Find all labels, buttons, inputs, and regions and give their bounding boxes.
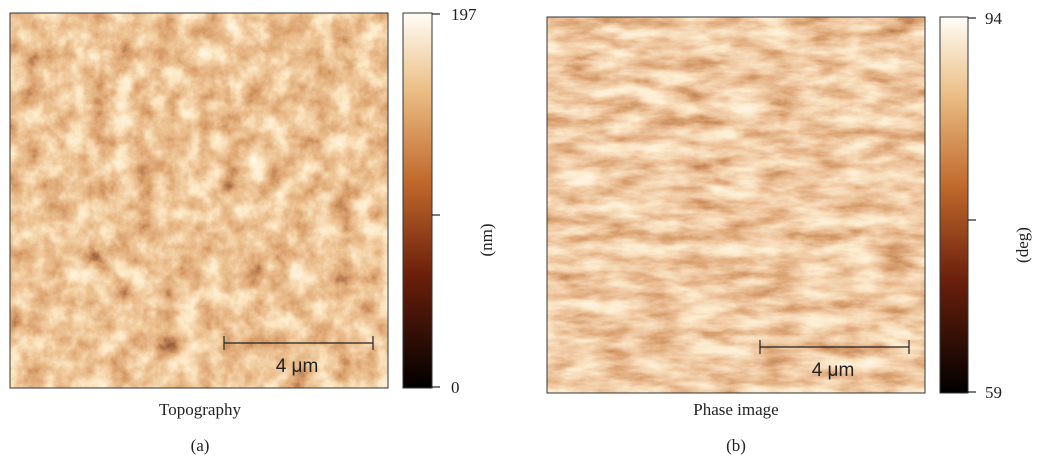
scale-bar-label: 4 μm bbox=[812, 360, 855, 381]
panel-b: 4 μm 94 59 (deg) Phase image (b) bbox=[546, 9, 1032, 455]
colorbar-max: 197 bbox=[451, 5, 477, 24]
caption: Phase image bbox=[693, 400, 778, 419]
image-border bbox=[546, 16, 926, 394]
colorbar-unit: (nm) bbox=[477, 223, 496, 256]
colorbar bbox=[402, 12, 433, 389]
afm-image bbox=[547, 17, 925, 393]
colorbar bbox=[939, 16, 969, 394]
colorbar-min: 59 bbox=[985, 383, 1002, 402]
caption: Topography bbox=[159, 400, 241, 419]
image-border bbox=[9, 12, 389, 389]
panel-a: 4 μm 197 0 (nm) Topography (a) bbox=[9, 5, 496, 455]
scale-bar bbox=[759, 340, 910, 354]
scale-bar bbox=[223, 336, 374, 350]
afm-image bbox=[10, 13, 388, 388]
panel-label: (b) bbox=[726, 436, 746, 455]
panel-label: (a) bbox=[191, 436, 210, 455]
colorbar-max: 94 bbox=[985, 9, 1003, 28]
colorbar-unit: (deg) bbox=[1013, 227, 1032, 263]
colorbar-min: 0 bbox=[451, 378, 460, 397]
scale-bar-label: 4 μm bbox=[276, 356, 319, 377]
